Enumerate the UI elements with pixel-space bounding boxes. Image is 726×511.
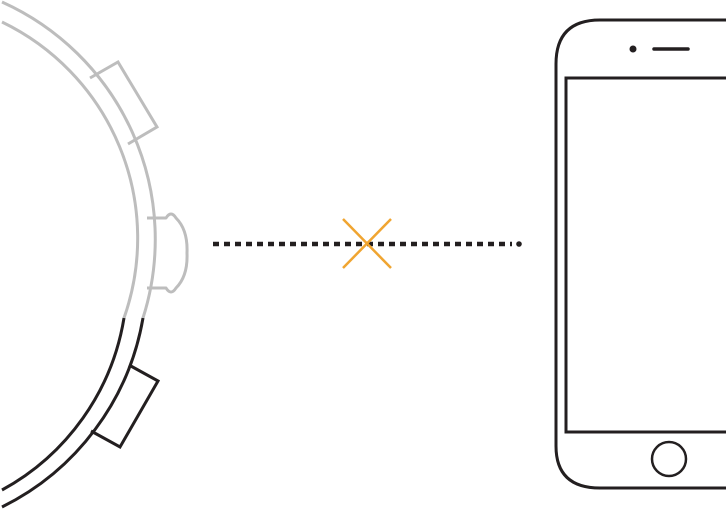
phone-body	[554, 18, 726, 490]
watch-top-pusher	[89, 59, 160, 146]
watch-bezel-inner-lower	[1, 317, 126, 492]
watch-crown	[147, 212, 189, 294]
phone-screen	[564, 76, 726, 434]
watch-bezel-outer-upper	[1, 0, 157, 319]
watch-bezel-inner-upper	[1, 20, 140, 319]
smartphone-outline	[554, 18, 726, 490]
watch-bezel-outer-lower	[1, 317, 145, 509]
dotted-connection-line	[213, 241, 522, 247]
x-mark-stroke-2	[342, 218, 392, 269]
disconnected-x-mark	[342, 218, 392, 269]
connection-end-dot	[516, 241, 522, 247]
phone-camera	[629, 45, 637, 53]
smartwatch-outline	[1, 0, 189, 509]
phone-home-button	[650, 440, 688, 478]
watch-bottom-pusher	[90, 363, 161, 450]
